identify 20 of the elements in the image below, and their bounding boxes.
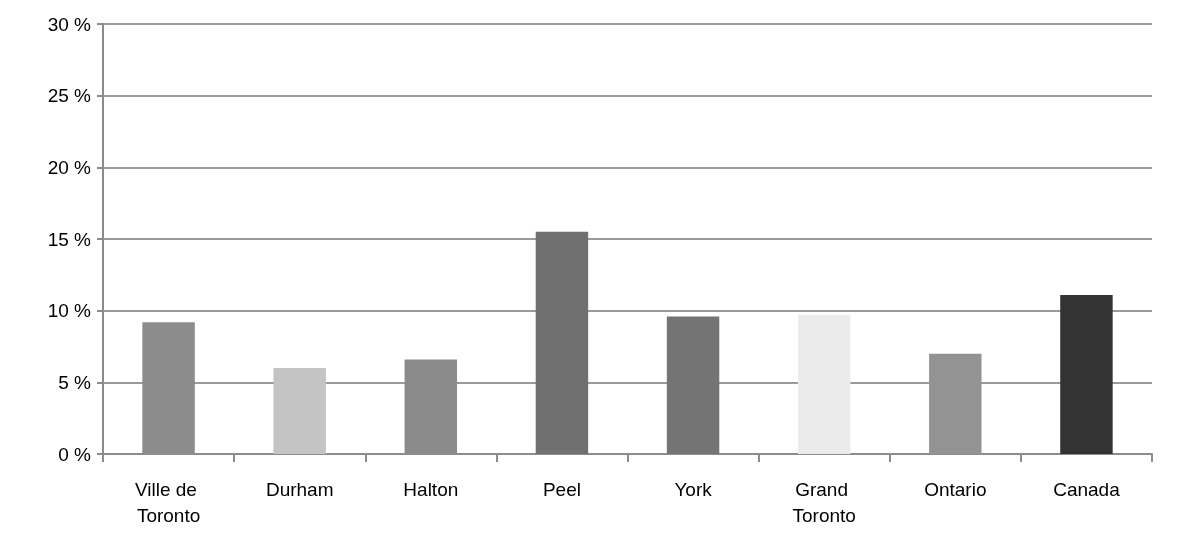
y-tick-label: 0 % bbox=[58, 443, 92, 465]
x-tick-label: Grand Toronto bbox=[792, 478, 856, 526]
y-tick-label: 25 % bbox=[47, 85, 92, 107]
bar bbox=[1060, 294, 1113, 454]
x-tick-label: Canada bbox=[1053, 478, 1121, 500]
y-tick-label: 10 % bbox=[47, 300, 92, 322]
bar bbox=[273, 368, 326, 454]
bar bbox=[535, 231, 589, 454]
x-tick-label: Durham bbox=[265, 478, 334, 500]
x-tick-label: Halton bbox=[403, 478, 459, 500]
y-tick-label: 5 % bbox=[58, 371, 92, 393]
x-tick-label: Ontario bbox=[924, 478, 987, 500]
x-tick-label: York bbox=[674, 478, 713, 500]
y-tick-label: 15 % bbox=[47, 228, 92, 250]
bar bbox=[666, 316, 720, 454]
bar bbox=[797, 314, 851, 454]
y-tick-label: 20 % bbox=[47, 156, 92, 178]
y-tick-label: 30 % bbox=[47, 13, 92, 35]
x-tick-label: Peel bbox=[542, 478, 581, 500]
x-tick-label: Ville de Toronto bbox=[134, 478, 203, 526]
